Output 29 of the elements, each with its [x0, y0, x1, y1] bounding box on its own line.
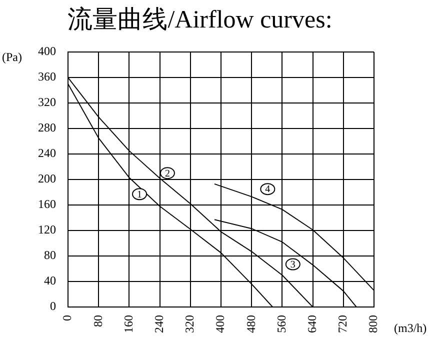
x-tick-label: 800: [366, 315, 380, 333]
x-tick-label: 480: [244, 315, 258, 333]
y-tick-label: 280: [38, 120, 56, 135]
y-tick-label: 0: [50, 299, 56, 314]
x-axis-title: (m3/h): [394, 321, 427, 336]
x-tick-label: 400: [213, 315, 228, 333]
y-tick-label: 200: [38, 172, 56, 186]
y-axis-title: (Pa): [2, 50, 22, 64]
y-tick-label: 120: [38, 222, 56, 237]
y-tick-label: 400: [38, 44, 56, 58]
annotation: 3: [290, 259, 296, 270]
x-tick-label: 0: [60, 315, 74, 321]
y-tick-label: 240: [38, 146, 56, 160]
x-tick-label: 80: [90, 315, 105, 327]
annotation: 2: [164, 168, 170, 180]
y-tick-label: 320: [38, 95, 56, 110]
x-tick-label: 720: [336, 315, 350, 333]
y-tick-label: 360: [38, 70, 56, 84]
y-tick-label: 80: [44, 248, 56, 262]
x-tick-label: 640: [304, 315, 319, 333]
x-tick-label: 240: [152, 315, 166, 333]
x-tick-label: 560: [274, 315, 288, 333]
chart-title: 流量曲线/Airflow curves:: [68, 6, 332, 34]
x-tick-label: 320: [182, 315, 197, 333]
x-tick-label: 160: [121, 315, 136, 333]
y-tick-label: 160: [38, 197, 56, 212]
y-tick-label: 40: [44, 274, 56, 288]
annotation: 1: [137, 189, 142, 200]
annotation: 4: [265, 184, 270, 196]
